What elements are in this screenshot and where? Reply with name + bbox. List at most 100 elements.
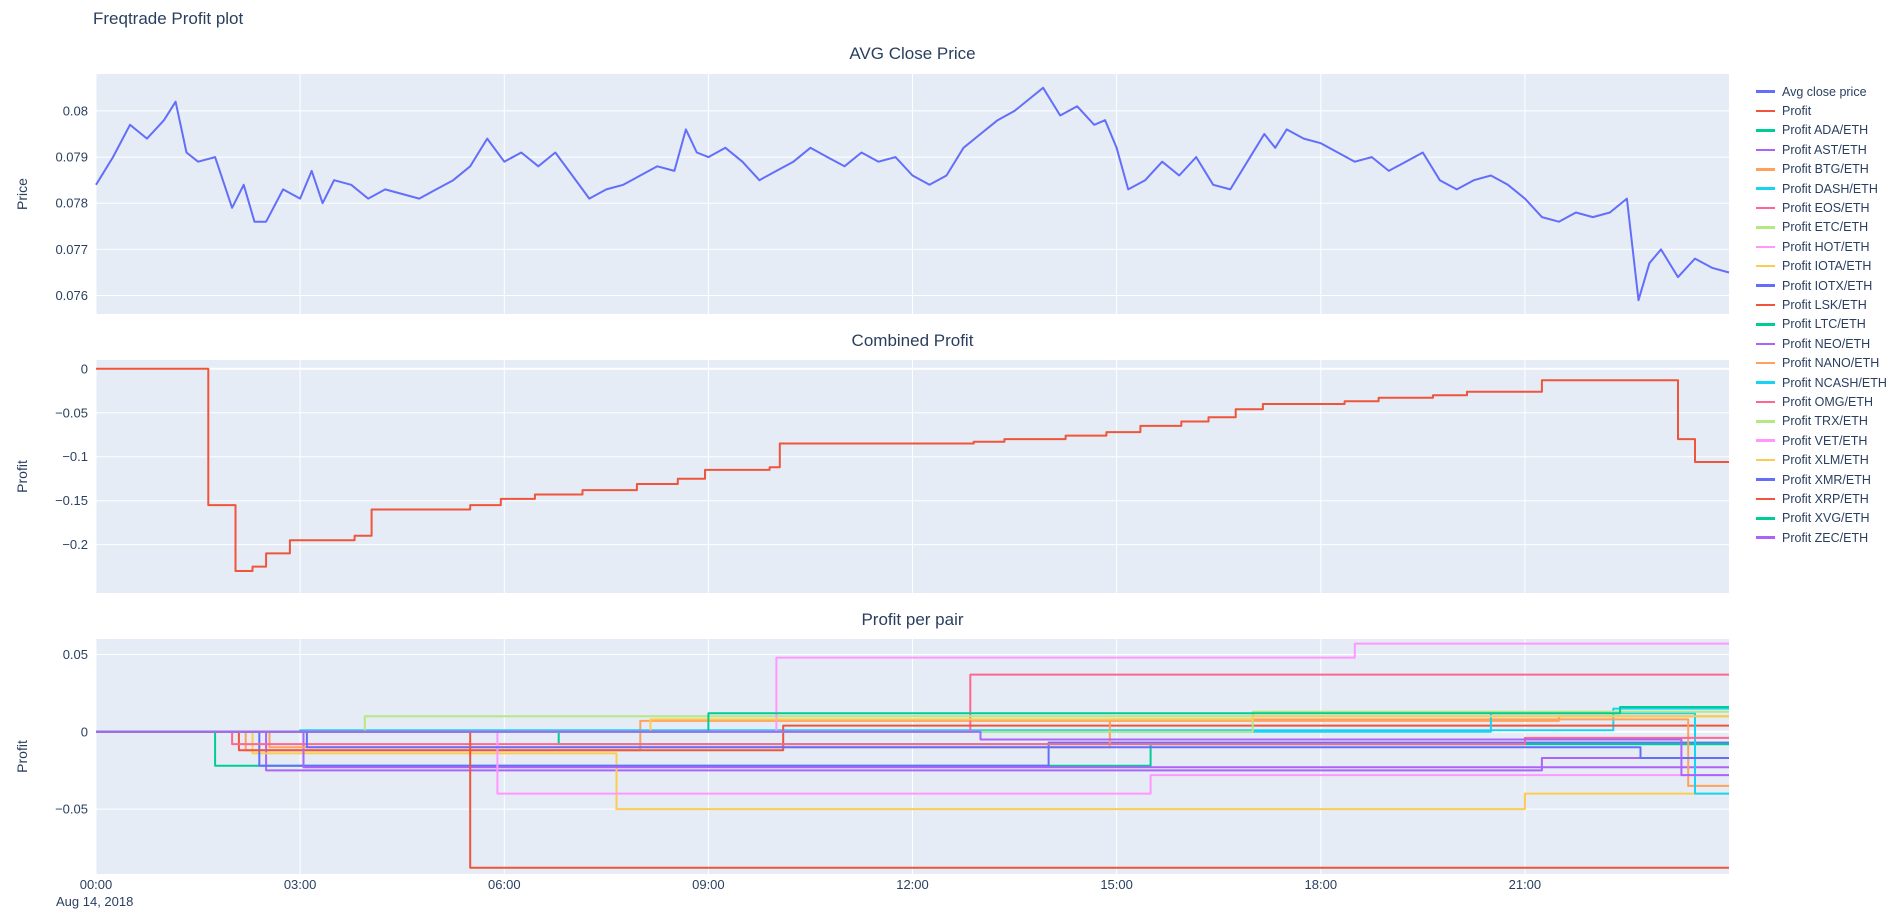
- x-tick-label: 09:00: [692, 877, 725, 892]
- legend-item-profit-iotx-eth[interactable]: Profit IOTX/ETH: [1756, 276, 1896, 295]
- legend-line-swatch: [1756, 497, 1775, 501]
- y-axis-title: Price: [14, 178, 30, 210]
- legend-label: Profit NANO/ETH: [1782, 356, 1880, 371]
- x-tick-label: 18:00: [1304, 877, 1338, 892]
- y-tick-label: 0.077: [55, 242, 88, 257]
- legend-line-swatch: [1756, 400, 1775, 404]
- legend-line-swatch: [1756, 517, 1775, 520]
- y-tick-label: 0.079: [55, 150, 88, 165]
- legend-line-swatch: [1756, 381, 1775, 384]
- legend-item-profit-ltc-eth[interactable]: Profit LTC/ETH: [1756, 315, 1896, 334]
- legend-item-profit-zec-eth[interactable]: Profit ZEC/ETH: [1756, 528, 1896, 547]
- legend-label: Profit HOT/ETH: [1782, 239, 1870, 254]
- series-line-profit: [96, 367, 1729, 572]
- y-axis-title: Profit: [14, 740, 30, 773]
- combined-profit-chart[interactable]: 0 −0.05 −0.1 −0.15 −0.2 Profit: [0, 360, 1740, 593]
- legend-item-profit-xmr-eth[interactable]: Profit XMR/ETH: [1756, 470, 1896, 489]
- legend-label: Profit XVG/ETH: [1782, 511, 1870, 526]
- legend-item-profit-ast-eth[interactable]: Profit AST/ETH: [1756, 140, 1896, 159]
- x-tick-label: 12:00: [896, 877, 929, 892]
- legend-label: Profit XRP/ETH: [1782, 491, 1869, 506]
- legend-item-profit-nano-eth[interactable]: Profit NANO/ETH: [1756, 353, 1896, 372]
- y-tick-label: −0.15: [55, 493, 88, 508]
- profit-per-pair-chart[interactable]: 0.05 0 −0.05 Profit: [0, 639, 1740, 874]
- profit-per-pair-svg[interactable]: 0.05 0 −0.05 Profit: [0, 639, 1740, 874]
- legend-item-profit[interactable]: Profit: [1756, 101, 1896, 120]
- x-tick-label: 00:00: [79, 877, 113, 892]
- legend-label: Profit DASH/ETH: [1782, 181, 1878, 196]
- y-tick-label: −0.05: [55, 405, 88, 420]
- legend-label: Profit: [1782, 104, 1812, 119]
- legend: Avg close price Profit Profit ADA/ETH Profi…: [1756, 82, 1896, 547]
- legend-label: Avg close price: [1782, 84, 1867, 99]
- avg-close-price-svg[interactable]: 0.076 0.077 0.078 0.079 0.08 Price: [0, 74, 1740, 314]
- legend-label: Profit OMG/ETH: [1782, 394, 1873, 409]
- chart-title-profit-per-pair: Profit per pair: [861, 610, 964, 629]
- legend-label: Profit AST/ETH: [1782, 142, 1867, 157]
- series-line-avg-close-price: [95, 86, 1730, 302]
- legend-label: Profit IOTA/ETH: [1782, 259, 1872, 274]
- legend-item-profit-btg-eth[interactable]: Profit BTG/ETH: [1756, 160, 1896, 179]
- legend-line-swatch: [1756, 148, 1775, 152]
- y-tick-label: 0.08: [63, 103, 88, 118]
- legend-item-profit-trx-eth[interactable]: Profit TRX/ETH: [1756, 412, 1896, 431]
- legend-item-profit-vet-eth[interactable]: Profit VET/ETH: [1756, 431, 1896, 450]
- y-tick-label: 0.076: [55, 288, 88, 303]
- y-tick-label: 0: [81, 724, 88, 739]
- legend-line-swatch: [1756, 342, 1775, 346]
- x-tick-label: 03:00: [283, 877, 317, 892]
- legend-item-profit-xrp-eth[interactable]: Profit XRP/ETH: [1756, 489, 1896, 508]
- legend-line-swatch: [1756, 206, 1775, 210]
- legend-item-profit-eos-eth[interactable]: Profit EOS/ETH: [1756, 198, 1896, 217]
- legend-item-profit-lsk-eth[interactable]: Profit LSK/ETH: [1756, 295, 1896, 314]
- x-tick-label: 21:00: [1508, 877, 1542, 892]
- legend-line-swatch: [1756, 478, 1775, 481]
- legend-line-swatch: [1756, 187, 1775, 190]
- legend-item-avg-close-price[interactable]: Avg close price: [1756, 82, 1896, 101]
- series-line-profit-zec-eth: [96, 730, 1729, 777]
- legend-line-swatch: [1756, 323, 1775, 326]
- legend-label: Profit IOTX/ETH: [1782, 278, 1873, 293]
- legend-label: Profit XLM/ETH: [1782, 453, 1869, 468]
- legend-item-profit-xlm-eth[interactable]: Profit XLM/ETH: [1756, 450, 1896, 469]
- combined-profit-svg[interactable]: 0 −0.05 −0.1 −0.15 −0.2 Profit: [0, 360, 1740, 593]
- legend-label: Profit XMR/ETH: [1782, 472, 1871, 487]
- legend-line-swatch: [1756, 129, 1775, 132]
- chart-title-avg-close-price: AVG Close Price: [849, 44, 976, 63]
- legend-item-profit-hot-eth[interactable]: Profit HOT/ETH: [1756, 237, 1896, 256]
- legend-item-profit-ada-eth[interactable]: Profit ADA/ETH: [1756, 121, 1896, 140]
- legend-item-profit-xvg-eth[interactable]: Profit XVG/ETH: [1756, 509, 1896, 528]
- legend-label: Profit EOS/ETH: [1782, 201, 1870, 216]
- legend-item-profit-omg-eth[interactable]: Profit OMG/ETH: [1756, 392, 1896, 411]
- legend-line-swatch: [1756, 420, 1775, 423]
- legend-line-swatch: [1756, 226, 1775, 229]
- legend-line-swatch: [1756, 284, 1775, 287]
- legend-item-profit-iota-eth[interactable]: Profit IOTA/ETH: [1756, 257, 1896, 276]
- y-tick-label: 0.078: [55, 196, 88, 211]
- y-tick-label: 0: [81, 361, 88, 376]
- series-line-profit-iota-eth: [96, 730, 1729, 811]
- y-axis-title: Profit: [14, 460, 30, 493]
- legend-line-swatch: [1756, 458, 1775, 462]
- chart-title-combined-profit: Combined Profit: [851, 331, 974, 350]
- x-axis-labels: 00:00 03:00 06:00 09:00 12:00 15:00 18:00 21:00: [0, 877, 1740, 895]
- legend-line-swatch: [1756, 264, 1775, 268]
- legend-item-profit-dash-eth[interactable]: Profit DASH/ETH: [1756, 179, 1896, 198]
- legend-line-swatch: [1756, 439, 1775, 442]
- x-tick-label: 15:00: [1100, 877, 1133, 892]
- y-tick-label: −0.2: [62, 537, 88, 552]
- legend-item-profit-ncash-eth[interactable]: Profit NCASH/ETH: [1756, 373, 1896, 392]
- legend-label: Profit ZEC/ETH: [1782, 530, 1869, 545]
- legend-item-profit-neo-eth[interactable]: Profit NEO/ETH: [1756, 334, 1896, 353]
- y-tick-label: −0.1: [62, 449, 88, 464]
- page-title: Freqtrade Profit plot: [93, 9, 244, 28]
- legend-label: Profit LTC/ETH: [1782, 317, 1866, 332]
- legend-line-swatch: [1756, 303, 1775, 307]
- legend-line-swatch: [1756, 90, 1775, 93]
- avg-close-price-chart[interactable]: 0.076 0.077 0.078 0.079 0.08 Price: [0, 74, 1740, 314]
- legend-label: Profit BTG/ETH: [1782, 162, 1869, 177]
- legend-item-profit-etc-eth[interactable]: Profit ETC/ETH: [1756, 218, 1896, 237]
- legend-label: Profit NCASH/ETH: [1782, 375, 1887, 390]
- legend-label: Profit VET/ETH: [1782, 433, 1868, 448]
